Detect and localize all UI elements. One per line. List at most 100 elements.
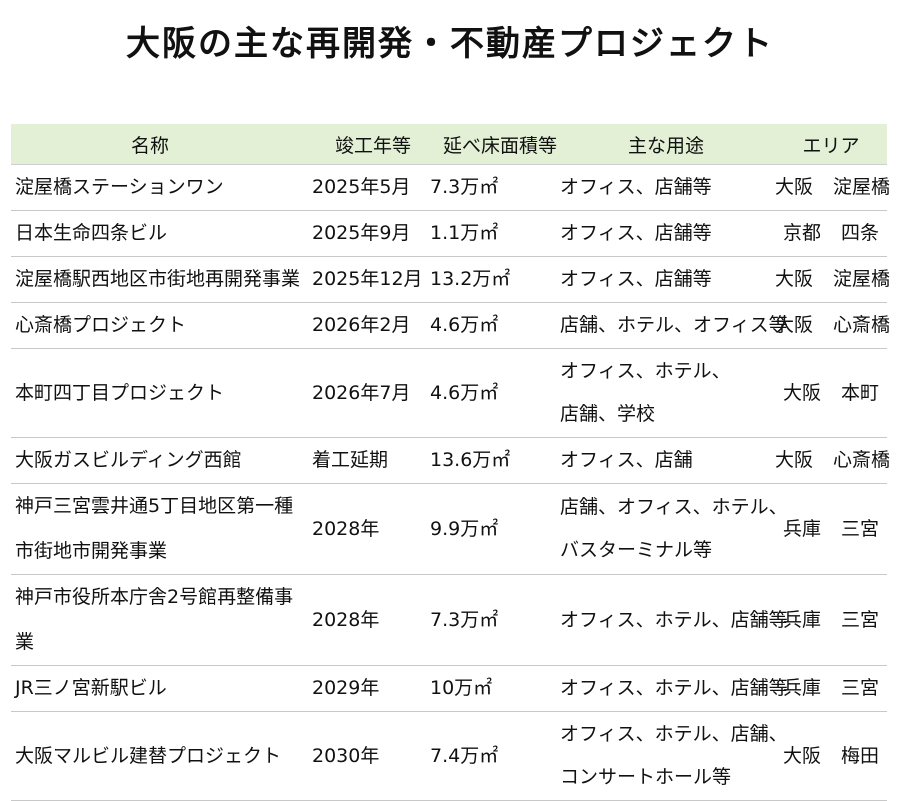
area-location: 大阪 本町 (775, 348, 887, 438)
area-location: 京都 四条 (775, 210, 887, 257)
table-header: 名称 竣工年等 延べ床面積等 主な用途 エリア (11, 124, 887, 165)
main-use-line: オフィス、ホテル、 (560, 360, 731, 382)
main-use: オフィス、ホテル、 店舗、学校 (557, 348, 775, 438)
main-use: オフィス、店舗 (557, 437, 775, 484)
main-use: オフィス、ホテル、店舗等 (557, 574, 788, 666)
main-use-line: オフィス、店舗 (560, 449, 693, 472)
completion-year: 2029年 (309, 665, 427, 712)
area-city: 大阪 (775, 176, 814, 199)
area-location: 大阪 心斎橋 (775, 437, 891, 484)
floor-area: 7.3万㎡ (427, 574, 557, 666)
completion-year: 着工延期 (309, 437, 427, 484)
area-district: 淀屋橋 (833, 176, 891, 199)
main-use-line: 店舗、学校 (560, 403, 656, 425)
area-district: 心斎橋 (833, 449, 891, 472)
table-row: 大阪ガスビルディング西館 着工延期 13.6万㎡ オフィス、店舗 大阪 心斎橋 (11, 437, 891, 484)
main-use-line: オフィス、ホテル、店舗等 (560, 608, 788, 631)
main-use: オフィス、店舗等 (557, 164, 775, 211)
main-use-line: オフィス、店舗等 (560, 222, 712, 245)
table-row: 本町四丁目プロジェクト 2026年7月 4.6万㎡ オフィス、ホテル、 店舗、学校 大阪本… (11, 348, 887, 438)
area-location: 大阪 淀屋橋 (775, 164, 891, 211)
area-city: 大阪 (775, 314, 814, 337)
floor-area: 9.9万㎡ (427, 483, 557, 575)
floor-area: 13.2万㎡ (427, 256, 557, 303)
project-name: 日本生命四条ビル (11, 210, 309, 257)
area-district: 淀屋橋 (833, 268, 891, 291)
table-row: 神戸三宮雲井通5丁目地区第一種市街地市開発事業 2028年 9.9万㎡ 店舗、オフィス… (11, 483, 887, 575)
main-use-line: 店舗、オフィス、ホテル、 (560, 496, 788, 518)
main-use-line: コンサートホール等 (560, 766, 732, 788)
main-use: オフィス、店舗等 (557, 210, 775, 257)
projects-table: 名称 竣工年等 延べ床面積等 主な用途 エリア 淀屋橋ステーションワン 2025年… (11, 124, 891, 801)
main-use: オフィス、店舗等 (557, 256, 775, 303)
area-city: 京都 (782, 222, 821, 245)
project-name: 大阪ガスビルディング西館 (11, 437, 309, 484)
floor-area: 4.6万㎡ (427, 302, 557, 349)
area-location: 兵庫 三宮 (775, 665, 887, 712)
table-row: JR三ノ宮新駅ビル 2029年 10万㎡ オフィス、ホテル、店舗等 兵庫 三宮 (11, 665, 887, 712)
area-location: 兵庫 三宮 (775, 483, 887, 575)
completion-year: 2030年 (309, 711, 427, 801)
area-city: 大阪 (782, 381, 821, 404)
main-use-line: オフィス、店舗等 (560, 176, 712, 199)
area-district: 三宮 (841, 608, 880, 631)
area-location: 兵庫 三宮 (775, 574, 887, 666)
header-main-use: 主な用途 (557, 124, 775, 165)
table-row: 淀屋橋駅西地区市街地再開発事業 2025年12月 13.2万㎡ オフィス、店舗等 大阪淀… (11, 256, 891, 303)
main-use-line: バスターミナル等 (560, 539, 713, 561)
header-floor-area: 延べ床面積等 (427, 124, 557, 165)
main-use: オフィス、ホテル、店舗等 (557, 665, 788, 712)
table-row: 心斎橋プロジェクト 2026年2月 4.6万㎡ 店舗、ホテル、オフィス等 大阪 心斎橋 (11, 302, 891, 349)
area-district: 梅田 (841, 744, 880, 767)
table-row: 大阪マルビル建替プロジェクト 2030年 7.4万㎡ オフィス、ホテル、店舗、 コンサー… (11, 711, 887, 801)
area-city: 兵庫 (782, 677, 821, 700)
floor-area: 10万㎡ (427, 665, 557, 712)
completion-year: 2026年2月 (309, 302, 427, 349)
project-name: 本町四丁目プロジェクト (11, 348, 309, 438)
project-name: 淀屋橋ステーションワン (11, 164, 309, 211)
area-city: 大阪 (775, 268, 814, 291)
floor-area: 7.4万㎡ (427, 711, 557, 801)
table-row: 淀屋橋ステーションワン 2025年5月 7.3万㎡ オフィス、店舗等 大阪 淀屋橋 (11, 164, 891, 211)
floor-area: 1.1万㎡ (427, 210, 557, 257)
header-completion-year: 竣工年等 (309, 124, 427, 165)
area-district: 四条 (841, 222, 880, 245)
project-name: 心斎橋プロジェクト (11, 302, 309, 349)
table-body: 淀屋橋ステーションワン 2025年5月 7.3万㎡ オフィス、店舗等 大阪 淀屋橋 日本生命… (11, 164, 891, 801)
header-row: 名称 竣工年等 延べ床面積等 主な用途 エリア (11, 124, 887, 165)
project-name: 淀屋橋駅西地区市街地再開発事業 (11, 256, 309, 303)
header-name: 名称 (11, 124, 309, 165)
area-city: 大阪 (782, 744, 821, 767)
project-name: 神戸市役所本庁舎2号館再整備事業 (11, 574, 309, 666)
area-city: 大阪 (775, 449, 814, 472)
page-title: 大阪の主な再開発・不動産プロジェクト (126, 24, 774, 64)
area-district: 本町 (841, 381, 880, 404)
main-use-line: オフィス、店舗等 (560, 268, 712, 291)
completion-year: 2028年 (309, 483, 427, 575)
projects-table-container: 名称 竣工年等 延べ床面積等 主な用途 エリア 淀屋橋ステーションワン 2025年… (11, 124, 891, 801)
area-city: 兵庫 (782, 608, 821, 631)
main-use-line: 店舗、ホテル、オフィス等 (560, 314, 788, 337)
project-name: 大阪マルビル建替プロジェクト (11, 711, 309, 801)
floor-area: 7.3万㎡ (427, 164, 557, 211)
completion-year: 2025年12月 (309, 256, 427, 303)
area-location: 大阪 梅田 (775, 711, 887, 801)
floor-area: 4.6万㎡ (427, 348, 557, 438)
main-use-line: オフィス、ホテル、店舗、 (560, 723, 788, 745)
area-district: 三宮 (841, 517, 880, 540)
area-district: 三宮 (841, 677, 880, 700)
project-name: 神戸三宮雲井通5丁目地区第一種市街地市開発事業 (11, 483, 309, 575)
completion-year: 2025年5月 (309, 164, 427, 211)
main-use: オフィス、ホテル、店舗、 コンサートホール等 (557, 711, 788, 801)
area-city: 兵庫 (782, 517, 821, 540)
completion-year: 2028年 (309, 574, 427, 666)
area-location: 大阪 淀屋橋 (775, 256, 891, 303)
header-area: エリア (775, 124, 887, 165)
area-district: 心斎橋 (833, 314, 891, 337)
table-row: 神戸市役所本庁舎2号館再整備事業 2028年 7.3万㎡ オフィス、ホテル、店舗等 兵庫… (11, 574, 887, 666)
main-use: 店舗、ホテル、オフィス等 (557, 302, 788, 349)
floor-area: 13.6万㎡ (427, 437, 557, 484)
completion-year: 2025年9月 (309, 210, 427, 257)
main-use-line: オフィス、ホテル、店舗等 (560, 677, 788, 700)
completion-year: 2026年7月 (309, 348, 427, 438)
